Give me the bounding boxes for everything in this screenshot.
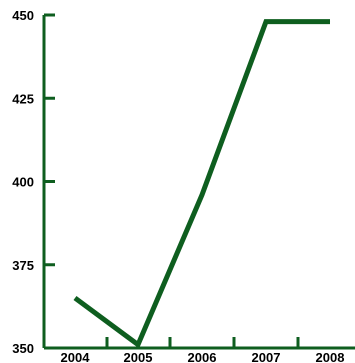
series-line: [73, 19, 330, 349]
y-tick-label: 400: [12, 175, 34, 190]
x-tick-label: 2006: [188, 350, 217, 363]
chart-series: [73, 19, 331, 349]
y-tick-label: 450: [12, 8, 34, 23]
x-tick-label: 2005: [124, 350, 153, 363]
x-tick-label: 2004: [61, 350, 91, 363]
chart-axes: [42, 13, 355, 350]
y-tick-label: 425: [12, 91, 34, 106]
x-tick-label: 2007: [252, 350, 281, 363]
y-tick-label: 350: [12, 341, 34, 356]
x-tick-label: 2008: [316, 350, 345, 363]
y-tick-label: 375: [12, 258, 34, 273]
chart-tick-labels: 350 375 400 425 450 2004 2005 2006 2007 2008: [12, 8, 344, 363]
